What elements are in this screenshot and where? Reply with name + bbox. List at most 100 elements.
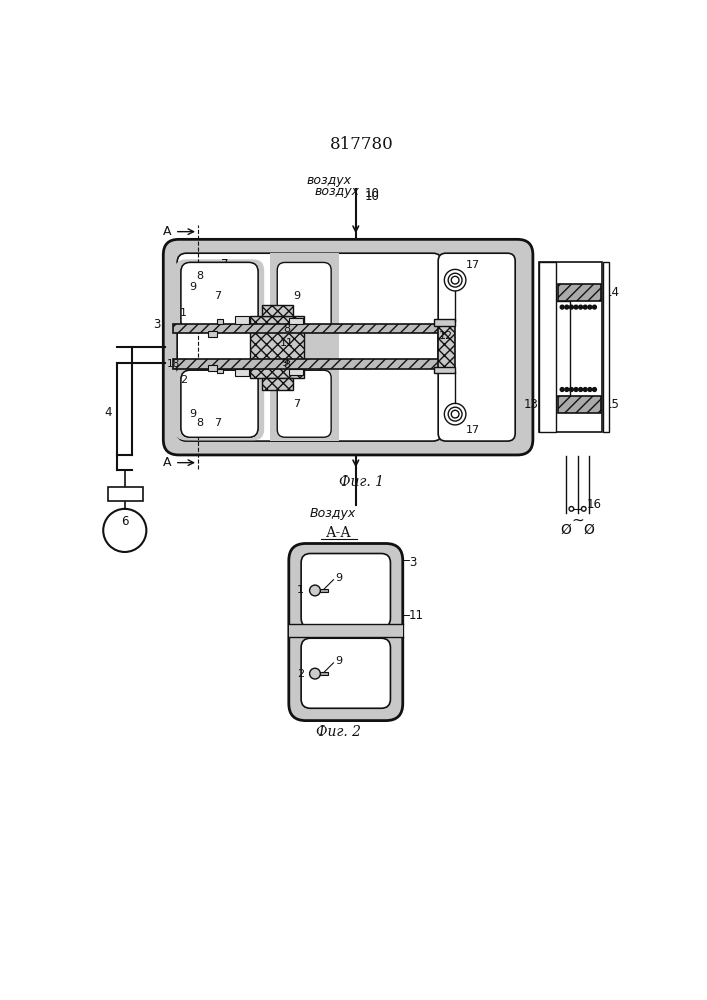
Circle shape xyxy=(592,305,597,309)
FancyBboxPatch shape xyxy=(175,259,264,333)
Bar xyxy=(288,318,303,324)
FancyBboxPatch shape xyxy=(181,262,258,330)
Text: А: А xyxy=(163,456,171,469)
FancyBboxPatch shape xyxy=(301,554,390,627)
Circle shape xyxy=(560,388,564,391)
Text: воздух: воздух xyxy=(314,185,359,198)
Text: 7: 7 xyxy=(214,418,221,428)
Bar xyxy=(539,262,602,432)
Text: 9: 9 xyxy=(335,573,342,583)
FancyBboxPatch shape xyxy=(301,638,390,708)
Circle shape xyxy=(565,388,568,391)
Bar xyxy=(539,262,556,432)
FancyBboxPatch shape xyxy=(181,262,258,330)
Bar xyxy=(235,316,249,324)
Text: Фиг. 1: Фиг. 1 xyxy=(339,475,385,489)
Bar xyxy=(320,589,328,592)
Bar xyxy=(250,316,304,378)
Bar xyxy=(438,324,455,369)
Text: 11: 11 xyxy=(279,338,293,348)
Text: 3: 3 xyxy=(153,318,160,331)
Text: 12: 12 xyxy=(439,331,453,341)
Text: 8: 8 xyxy=(197,271,204,281)
Circle shape xyxy=(579,305,583,309)
Circle shape xyxy=(569,305,573,309)
Text: 17: 17 xyxy=(466,260,480,270)
Bar xyxy=(208,365,217,371)
Bar xyxy=(559,284,601,301)
Circle shape xyxy=(583,388,588,391)
Bar xyxy=(288,369,303,375)
Text: 817780: 817780 xyxy=(330,136,394,153)
Circle shape xyxy=(588,388,592,391)
Text: 11: 11 xyxy=(409,609,424,622)
Text: 9: 9 xyxy=(293,291,300,301)
Text: А: А xyxy=(163,225,171,238)
Bar xyxy=(554,301,570,396)
Text: 8: 8 xyxy=(197,418,204,428)
Bar xyxy=(217,319,223,324)
Text: Фиг. 2: Фиг. 2 xyxy=(316,725,361,739)
Bar xyxy=(208,331,217,337)
Circle shape xyxy=(581,507,586,511)
Text: 7: 7 xyxy=(293,399,300,409)
Text: 9: 9 xyxy=(335,656,342,666)
Text: 3: 3 xyxy=(409,556,416,569)
Text: Ø: Ø xyxy=(584,523,595,537)
FancyBboxPatch shape xyxy=(288,544,403,721)
Text: 15: 15 xyxy=(604,398,619,411)
Bar xyxy=(603,262,609,432)
Circle shape xyxy=(583,305,588,309)
FancyBboxPatch shape xyxy=(438,253,515,441)
Circle shape xyxy=(592,388,597,391)
Text: 16: 16 xyxy=(587,498,602,512)
Circle shape xyxy=(310,668,320,679)
Text: 18: 18 xyxy=(167,359,180,369)
Circle shape xyxy=(560,305,564,309)
FancyBboxPatch shape xyxy=(175,367,264,440)
Text: 1: 1 xyxy=(180,308,187,318)
Bar xyxy=(559,396,601,413)
Text: 1: 1 xyxy=(297,585,304,595)
Bar xyxy=(269,253,339,441)
FancyBboxPatch shape xyxy=(277,262,331,330)
Circle shape xyxy=(574,388,578,391)
Bar xyxy=(173,359,442,369)
Text: Ø: Ø xyxy=(561,523,571,537)
Text: 8: 8 xyxy=(283,360,290,370)
Text: 14: 14 xyxy=(604,286,619,299)
Text: ~: ~ xyxy=(571,513,584,528)
Text: Воздух: Воздух xyxy=(310,507,356,520)
FancyBboxPatch shape xyxy=(177,253,442,441)
Circle shape xyxy=(569,507,573,511)
Circle shape xyxy=(310,585,320,596)
FancyBboxPatch shape xyxy=(163,239,533,455)
FancyBboxPatch shape xyxy=(181,370,258,437)
Text: 8: 8 xyxy=(283,324,290,334)
Text: 2: 2 xyxy=(180,375,187,385)
Circle shape xyxy=(569,388,573,391)
Text: 2: 2 xyxy=(297,669,304,679)
Circle shape xyxy=(574,305,578,309)
Circle shape xyxy=(579,388,583,391)
Text: А-А: А-А xyxy=(326,526,351,540)
Text: 9: 9 xyxy=(281,358,288,368)
Text: 4: 4 xyxy=(104,406,112,419)
Text: 10: 10 xyxy=(365,187,380,200)
FancyBboxPatch shape xyxy=(277,370,331,437)
Text: 17: 17 xyxy=(466,425,480,435)
Text: 7: 7 xyxy=(221,258,228,271)
Circle shape xyxy=(565,305,568,309)
Bar xyxy=(235,369,249,376)
Text: 6: 6 xyxy=(121,515,129,528)
Bar xyxy=(108,487,143,501)
Bar xyxy=(262,378,293,389)
Bar xyxy=(434,367,455,373)
Circle shape xyxy=(588,305,592,309)
Bar xyxy=(173,324,442,333)
Bar xyxy=(288,624,403,637)
Text: воздух: воздух xyxy=(306,174,351,187)
FancyBboxPatch shape xyxy=(181,370,258,437)
Text: 9: 9 xyxy=(189,409,196,419)
Bar xyxy=(434,319,455,326)
